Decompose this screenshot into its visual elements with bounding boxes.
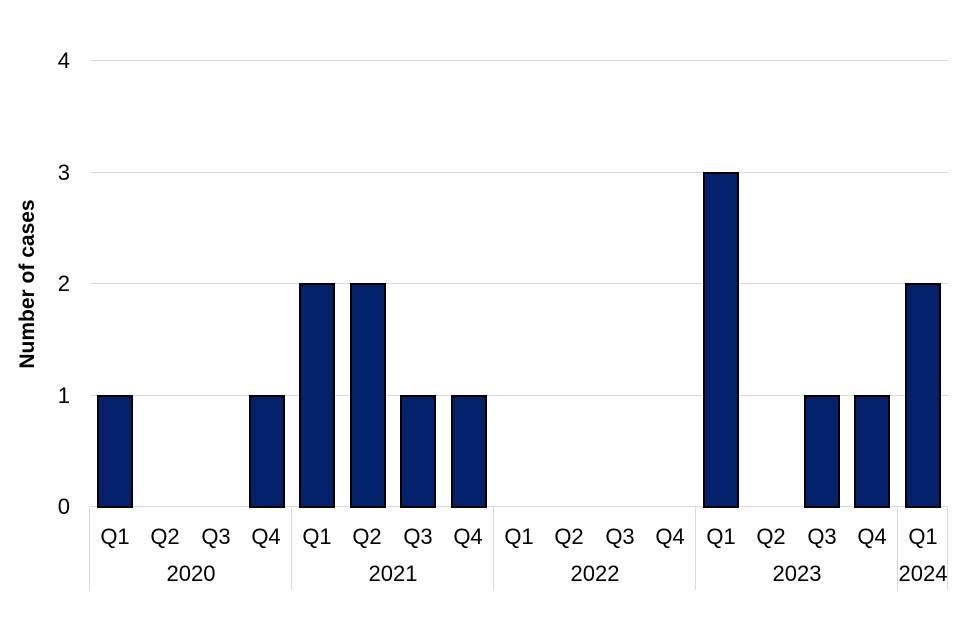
y-tick-label: 1 <box>57 382 70 408</box>
x-axis-group-separator <box>493 507 494 590</box>
gridline <box>90 394 948 396</box>
quarter-label: Q4 <box>857 524 887 549</box>
gridline <box>90 506 948 507</box>
year-label: 2024 <box>898 561 948 586</box>
bar <box>905 283 941 508</box>
bar <box>451 395 487 508</box>
quarter-label: Q3 <box>605 524 635 549</box>
x-axis-group-separator <box>897 507 898 590</box>
bar <box>854 395 890 508</box>
bar <box>400 395 436 508</box>
quarter-label: Q2 <box>756 524 786 549</box>
bar <box>703 172 739 508</box>
year-label: 2020 <box>166 561 216 586</box>
bar <box>97 395 133 508</box>
quarter-label: Q2 <box>352 524 382 549</box>
x-axis-group-separator <box>695 507 696 590</box>
gridline <box>90 171 948 173</box>
year-label: 2023 <box>772 561 822 586</box>
bar <box>249 395 285 508</box>
y-tick-label: 0 <box>57 494 70 519</box>
bar <box>299 283 335 508</box>
quarter-label: Q1 <box>706 524 736 549</box>
gridline <box>90 283 948 285</box>
y-tick-label: 4 <box>57 48 70 74</box>
quarter-label: Q4 <box>251 524 281 549</box>
gridline <box>90 60 948 62</box>
x-axis-group-separator <box>947 507 948 590</box>
y-tick-label: 2 <box>57 271 70 297</box>
quarter-label: Q1 <box>302 524 332 549</box>
x-axis-group-separator <box>291 507 292 590</box>
quarter-label: Q1 <box>504 524 534 549</box>
quarter-label: Q3 <box>403 524 433 549</box>
year-label: 2022 <box>570 561 620 586</box>
quarter-label: Q4 <box>655 524 685 549</box>
quarter-label: Q3 <box>201 524 231 549</box>
quarter-label: Q3 <box>807 524 837 549</box>
quarter-label: Q1 <box>908 524 938 549</box>
quarter-label: Q2 <box>150 524 180 549</box>
year-label: 2021 <box>368 561 418 586</box>
quarter-label: Q2 <box>554 524 584 549</box>
bar <box>350 283 386 508</box>
y-tick-label: 3 <box>57 159 70 185</box>
quarter-label: Q1 <box>100 524 130 549</box>
bar <box>804 395 840 508</box>
quarter-label: Q4 <box>453 524 483 549</box>
x-axis-group-separator <box>89 507 90 590</box>
